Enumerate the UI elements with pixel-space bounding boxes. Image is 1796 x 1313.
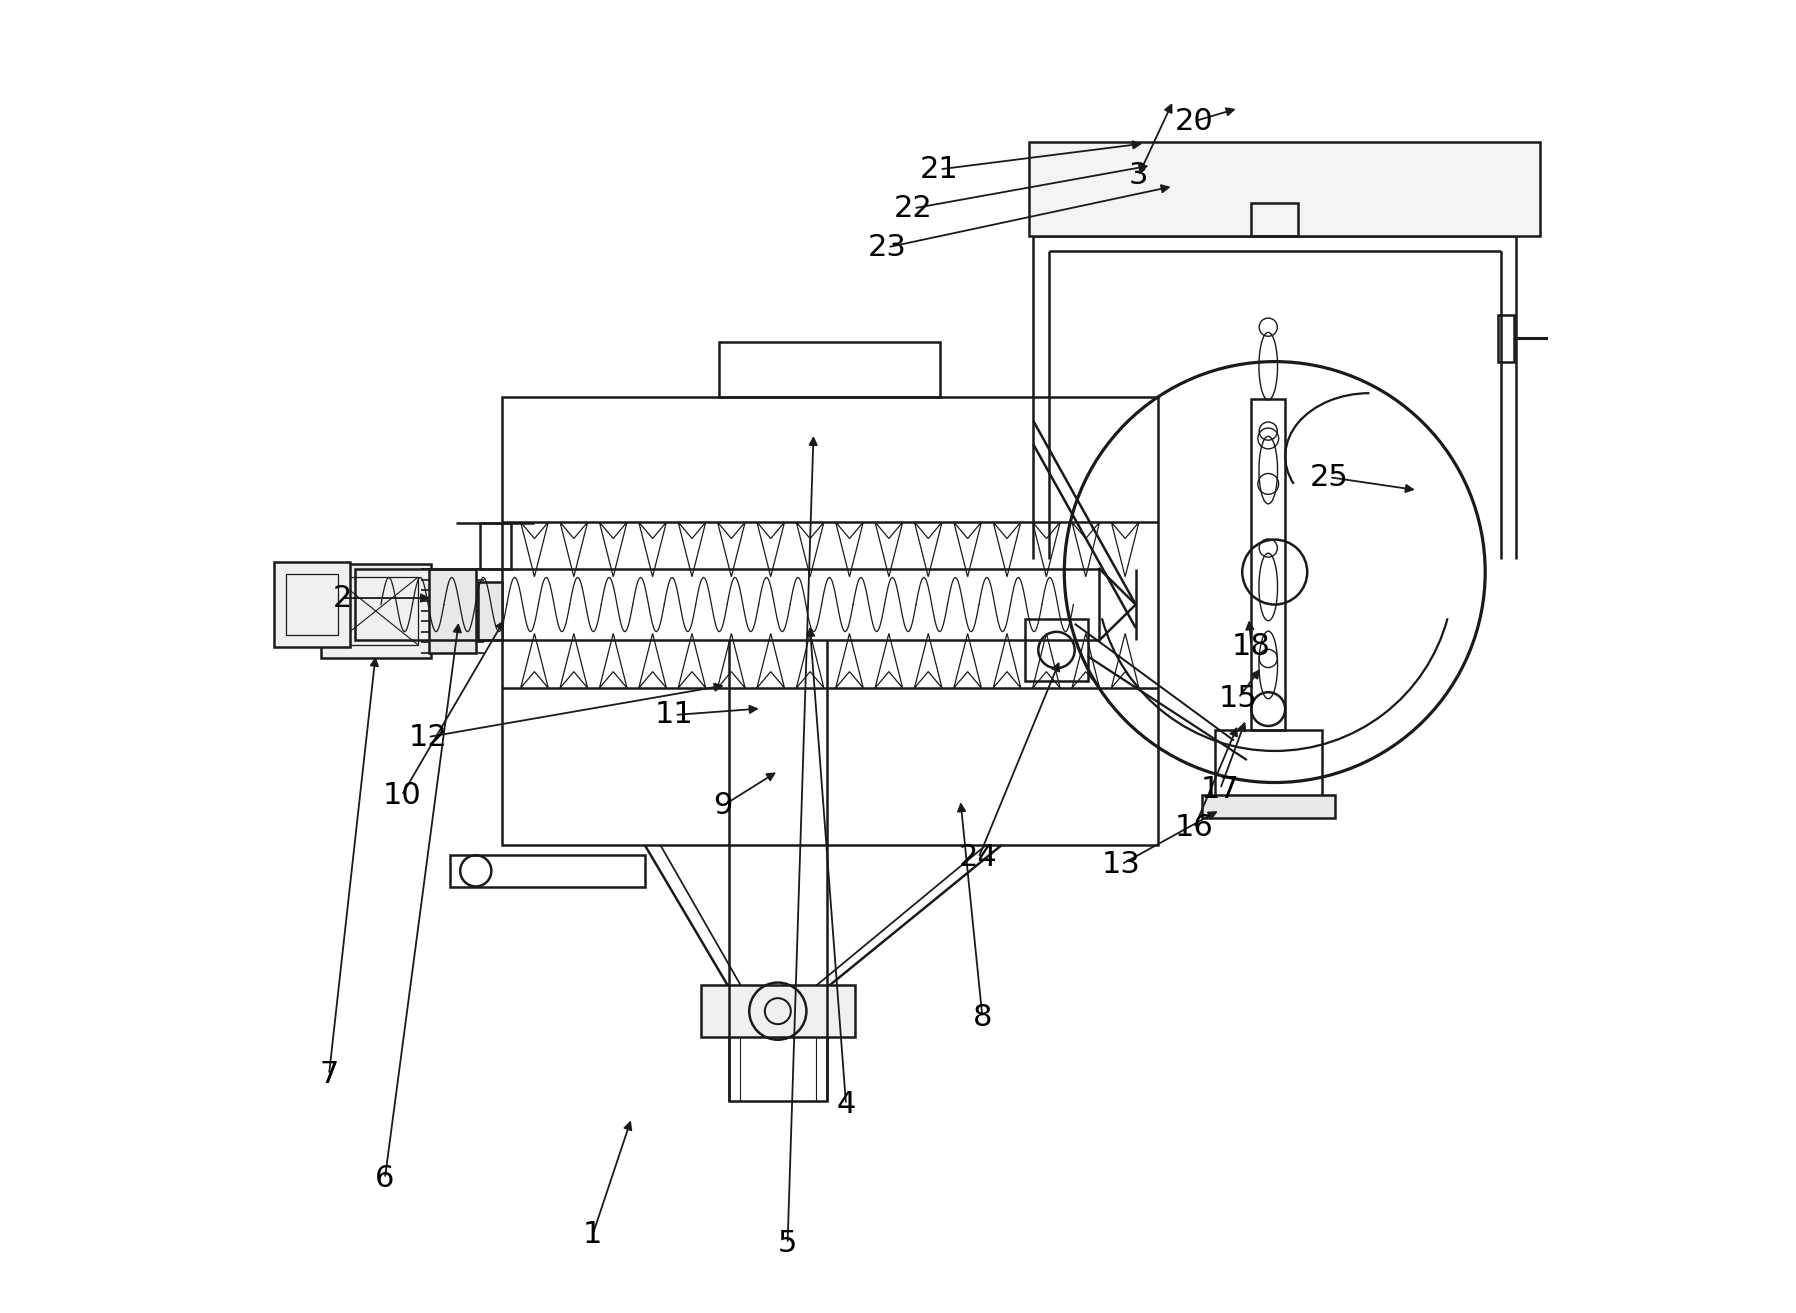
Bar (275, 562, 350, 647)
Bar (480, 524, 510, 569)
Bar (720, 343, 941, 397)
Bar (286, 574, 338, 635)
Text: 20: 20 (1175, 106, 1214, 135)
Bar (1498, 315, 1514, 361)
Text: 8: 8 (973, 1003, 991, 1032)
Text: 22: 22 (894, 194, 932, 223)
Bar (729, 987, 826, 1100)
Bar (1252, 204, 1299, 235)
Bar (429, 570, 476, 653)
Bar (356, 569, 1099, 641)
Bar (478, 583, 501, 639)
Text: 23: 23 (867, 232, 907, 261)
Text: 17: 17 (1202, 775, 1239, 804)
Text: 9: 9 (713, 792, 733, 821)
Text: 5: 5 (778, 1229, 797, 1258)
Text: 6: 6 (375, 1165, 395, 1194)
Bar (700, 985, 855, 1037)
Bar (320, 565, 431, 658)
Bar (740, 987, 815, 1100)
Bar (334, 578, 418, 645)
Text: 7: 7 (320, 1061, 339, 1090)
Text: 25: 25 (1309, 462, 1349, 492)
Text: 2: 2 (332, 583, 352, 613)
Text: 11: 11 (656, 700, 693, 730)
Bar (1202, 794, 1334, 818)
Text: 12: 12 (408, 722, 447, 751)
Text: 15: 15 (1219, 684, 1257, 713)
Bar (1026, 618, 1088, 681)
Text: 3: 3 (1128, 161, 1148, 190)
Bar (1252, 399, 1286, 730)
Text: 13: 13 (1103, 850, 1140, 878)
Text: 1: 1 (584, 1220, 602, 1249)
Text: 4: 4 (837, 1090, 855, 1119)
Bar (1563, 318, 1573, 358)
Bar (449, 855, 645, 888)
Text: 21: 21 (920, 155, 959, 184)
Bar (1029, 142, 1539, 235)
Text: 24: 24 (959, 843, 999, 872)
Bar (1214, 730, 1322, 805)
Text: 10: 10 (383, 781, 420, 810)
Bar (501, 397, 1158, 844)
Text: 18: 18 (1232, 632, 1272, 660)
Text: 16: 16 (1175, 814, 1214, 843)
